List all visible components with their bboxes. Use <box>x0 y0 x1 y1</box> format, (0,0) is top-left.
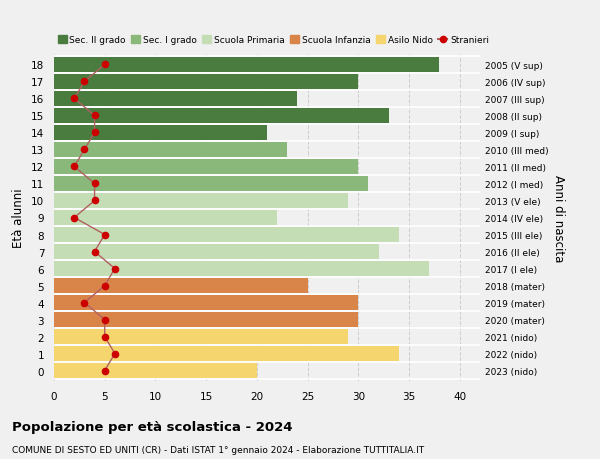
Bar <box>54 245 379 259</box>
Legend: Sec. II grado, Sec. I grado, Scuola Primaria, Scuola Infanzia, Asilo Nido, Stran: Sec. II grado, Sec. I grado, Scuola Prim… <box>54 33 493 49</box>
Y-axis label: Anni di nascita: Anni di nascita <box>552 174 565 262</box>
Bar <box>54 330 348 344</box>
Bar <box>54 126 267 140</box>
Bar <box>54 347 399 361</box>
Bar <box>54 177 368 191</box>
Bar <box>54 228 399 242</box>
Text: Popolazione per età scolastica - 2024: Popolazione per età scolastica - 2024 <box>12 420 293 433</box>
Bar <box>54 160 358 174</box>
Text: COMUNE DI SESTO ED UNITI (CR) - Dati ISTAT 1° gennaio 2024 - Elaborazione TUTTIT: COMUNE DI SESTO ED UNITI (CR) - Dati IST… <box>12 445 424 454</box>
Bar <box>54 109 389 123</box>
Bar <box>54 58 439 73</box>
Bar <box>54 143 287 157</box>
Bar <box>54 211 277 225</box>
Bar <box>54 296 358 310</box>
Bar <box>54 75 358 90</box>
Bar <box>54 92 298 106</box>
Bar <box>54 262 429 276</box>
Bar <box>54 364 257 378</box>
Bar <box>54 279 308 293</box>
Y-axis label: Età alunni: Età alunni <box>13 188 25 248</box>
Bar <box>54 194 348 208</box>
Bar <box>54 313 358 327</box>
